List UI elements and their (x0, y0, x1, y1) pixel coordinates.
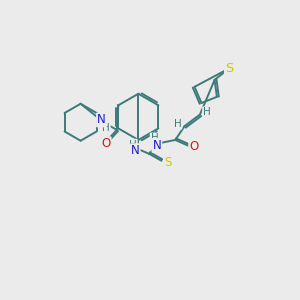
Text: N: N (152, 139, 161, 152)
Text: S: S (225, 62, 233, 75)
Text: O: O (189, 140, 198, 153)
Text: H: H (102, 123, 110, 134)
Text: H: H (129, 140, 137, 150)
Text: H: H (151, 134, 158, 143)
Text: S: S (164, 156, 171, 169)
Text: O: O (101, 137, 111, 150)
Text: N: N (97, 113, 106, 126)
Text: H: H (174, 119, 182, 129)
Text: N: N (131, 144, 140, 157)
Text: H: H (203, 107, 211, 117)
